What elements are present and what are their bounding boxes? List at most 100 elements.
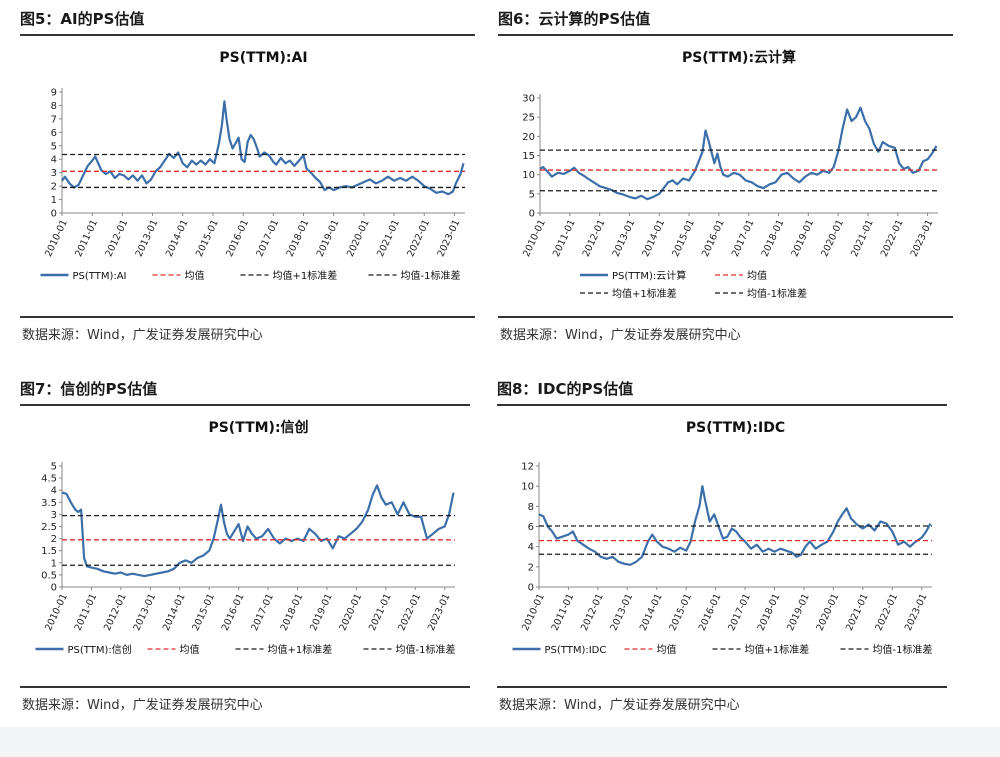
y-tick-label: 6: [528, 522, 534, 533]
y-tick-label: 2: [51, 182, 57, 193]
page-footer-strip: [0, 727, 1000, 757]
x-tick-label: 2012-01: [579, 592, 606, 633]
legend-label: 均值: [185, 269, 205, 282]
y-tick-label: 4: [51, 155, 57, 166]
y-tick-label: 4: [528, 542, 534, 553]
x-tick-label: 2021-01: [844, 592, 871, 633]
title-rule: [20, 404, 470, 406]
bottom-rule: [497, 686, 947, 688]
x-tick-label: 2023-01: [436, 218, 463, 259]
figure-panel-idc: 图8：IDC的PS估值 PS(TTM):IDC 0 2 4 6 8 10 12 2010-01 2…: [497, 378, 947, 718]
y-tick-label: 0: [529, 209, 535, 220]
chart-title: PS(TTM):AI: [219, 50, 307, 66]
y-tick-label: 9: [51, 88, 57, 99]
bottom-rule: [498, 316, 953, 318]
x-tick-label: 2022-01: [405, 218, 432, 259]
y-tick-label: 0: [51, 583, 57, 594]
x-tick-label: 2015-01: [670, 218, 697, 259]
x-tick-label: 2017-01: [730, 218, 757, 259]
legend-label: 均值-1标准差: [396, 643, 456, 656]
source-note: 数据来源：Wind，广发证券发展研究中心: [22, 698, 263, 713]
y-tick-label: 5: [51, 141, 57, 152]
title-rule: [498, 34, 953, 36]
x-tick-label: 2010-01: [521, 218, 548, 259]
x-tick-label: 2011-01: [73, 592, 100, 633]
x-tick-label: 2014-01: [638, 592, 665, 633]
y-tick-label: 3: [51, 168, 57, 179]
legend-label: 均值+1标准差: [273, 269, 338, 282]
x-tick-label: 2021-01: [375, 218, 402, 259]
legend-label: 均值+1标准差: [268, 643, 333, 656]
x-tick-label: 2014-01: [164, 218, 191, 259]
y-tick-label: 25: [522, 113, 535, 124]
x-tick-label: 2019-01: [308, 592, 335, 633]
x-tick-label: 2013-01: [611, 218, 638, 259]
x-tick-label: 2020-01: [819, 218, 846, 259]
source-note: 数据来源：Wind，广发证券发展研究中心: [500, 328, 741, 343]
x-tick-label: 2016-01: [224, 218, 251, 259]
y-tick-label: 6: [51, 128, 57, 139]
x-tick-label: 2010-01: [520, 592, 547, 633]
x-tick-label: 2020-01: [815, 592, 842, 633]
x-tick-label: 2019-01: [315, 218, 342, 259]
x-tick-label: 2013-01: [134, 218, 161, 259]
legend-label: PS(TTM):云计算: [612, 269, 686, 282]
y-tick-label: 7: [51, 114, 57, 125]
x-tick-label: 2015-01: [194, 218, 221, 259]
x-tick-label: 2012-01: [581, 218, 608, 259]
x-tick-label: 2016-01: [220, 592, 247, 633]
legend-label: 均值: [657, 643, 677, 656]
legend-label: 均值: [747, 269, 767, 282]
figure-title: 图8：IDC的PS估值: [497, 380, 634, 398]
x-tick-label: 2019-01: [789, 218, 816, 259]
legend-label: 均值-1标准差: [873, 643, 933, 656]
x-tick-label: 2022-01: [396, 592, 423, 633]
legend-label: PS(TTM):信创: [68, 643, 132, 656]
y-tick-label: 15: [522, 151, 535, 162]
x-tick-label: 2021-01: [849, 218, 876, 259]
x-tick-label: 2020-01: [345, 218, 372, 259]
legend-label: 均值+1标准差: [745, 643, 810, 656]
series-line: [61, 100, 465, 196]
y-tick-label: 0: [51, 209, 57, 220]
x-tick-label: 2018-01: [760, 218, 787, 259]
figure-panel-ai: 图5：AI的PS估值 PS(TTM):AI 0 1 2 3 4 5 6 7 8 9 2010-01 20…: [20, 8, 475, 348]
x-tick-label: 2011-01: [73, 218, 100, 259]
legend-label: 均值: [180, 643, 200, 656]
series-line: [61, 484, 455, 578]
y-tick-label: 4: [51, 486, 57, 497]
source-note: 数据来源：Wind，广发证券发展研究中心: [499, 698, 740, 713]
x-tick-label: 2022-01: [879, 218, 906, 259]
legend-label: PS(TTM):AI: [73, 271, 127, 282]
x-tick-label: 2012-01: [102, 592, 129, 633]
y-tick-label: 8: [528, 502, 534, 513]
y-tick-label: 1.5: [41, 546, 57, 557]
x-tick-label: 2010-01: [43, 218, 70, 259]
series-line: [539, 106, 938, 201]
figure-title: 图6：云计算的PS估值: [498, 10, 651, 28]
x-tick-label: 2022-01: [873, 592, 900, 633]
x-tick-label: 2018-01: [285, 218, 312, 259]
legend-label: PS(TTM):IDC: [545, 645, 607, 656]
y-tick-label: 30: [522, 94, 535, 105]
x-tick-label: 2016-01: [700, 218, 727, 259]
y-tick-label: 0: [528, 583, 534, 594]
x-tick-label: 2016-01: [697, 592, 724, 633]
figure-panel-xinchuang: 图7：信创的PS估值 PS(TTM):信创 0 0.5 1 1.5 2 2.5 3 3.5 4 4.…: [20, 378, 470, 718]
title-rule: [20, 34, 475, 36]
chart-svg: PS(TTM):AI 0 1 2 3 4 5 6 7 8 9 2010-01 2011-01 2012-0…: [40, 50, 465, 282]
x-tick-label: 2018-01: [756, 592, 783, 633]
x-tick-label: 2015-01: [667, 592, 694, 633]
chart-svg: PS(TTM):IDC 0 2 4 6 8 10 12 2010-01 2011-01 2012-0…: [512, 420, 933, 656]
y-tick-label: 3.5: [41, 498, 57, 509]
x-tick-label: 2013-01: [608, 592, 635, 633]
x-tick-label: 2023-01: [909, 218, 936, 259]
x-tick-label: 2015-01: [190, 592, 217, 633]
y-tick-label: 2.5: [41, 522, 57, 533]
x-tick-label: 2023-01: [426, 592, 453, 633]
figure-title: 图7：信创的PS估值: [20, 380, 158, 398]
y-tick-label: 2: [51, 534, 57, 545]
y-tick-label: 12: [521, 462, 534, 473]
y-tick-label: 5: [51, 462, 57, 473]
